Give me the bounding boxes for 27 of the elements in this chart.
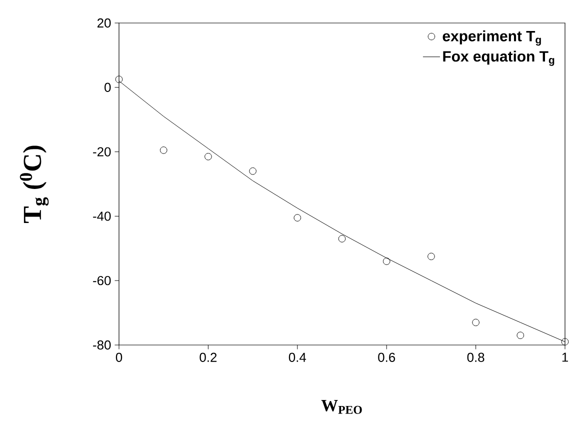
x-tick-label: 0.6 bbox=[378, 352, 396, 362]
y-axis-title: T$_{g}$ ($^{0}$C) bbox=[20, 146, 49, 224]
point bbox=[472, 318, 480, 326]
point bbox=[204, 152, 212, 160]
x-tick-label: 0.2 bbox=[200, 352, 217, 362]
y-tick-label: 0 bbox=[104, 82, 111, 92]
x-tick-label: 1 bbox=[562, 352, 568, 362]
y-tick-label: -60 bbox=[93, 276, 111, 286]
point bbox=[561, 338, 569, 346]
point bbox=[516, 332, 524, 339]
point bbox=[115, 76, 123, 83]
x-axis-title: W$_{PEO}$ bbox=[321, 400, 362, 414]
x-tick-label: 0 bbox=[116, 352, 122, 362]
x-tick-label: 0.4 bbox=[288, 352, 306, 362]
point bbox=[294, 214, 302, 222]
y-tick-label: -20 bbox=[93, 147, 111, 156]
point bbox=[249, 167, 256, 175]
x-tick-label: 0.8 bbox=[467, 352, 484, 362]
legend-label: Fox equation T$_{g}$ bbox=[443, 50, 554, 66]
point bbox=[338, 235, 346, 242]
y-tick-label: -40 bbox=[93, 212, 111, 221]
point bbox=[160, 146, 168, 154]
legend-label: experiment T$_{g}$ bbox=[442, 30, 541, 46]
y-tick-label: 20 bbox=[97, 18, 111, 28]
y-tick-label: -80 bbox=[93, 340, 111, 350]
point bbox=[382, 258, 390, 265]
point bbox=[428, 252, 435, 260]
